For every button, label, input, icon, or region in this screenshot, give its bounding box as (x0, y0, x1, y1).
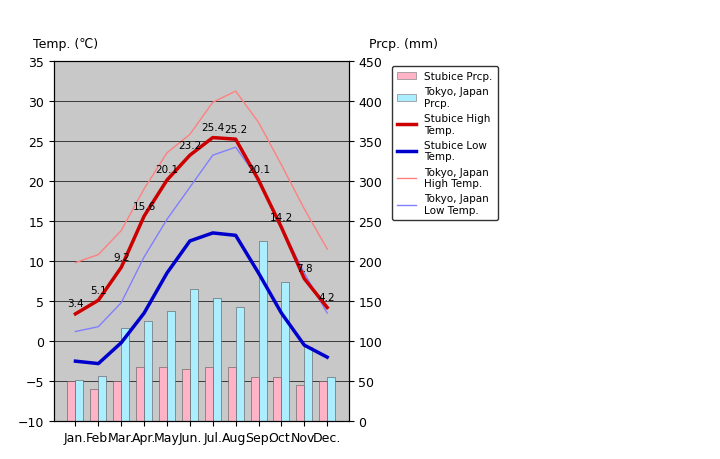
Bar (319, 381, 327, 421)
Bar (228, 367, 235, 421)
Bar (282, 282, 289, 421)
Text: 3.4: 3.4 (67, 299, 84, 308)
Bar (90, 389, 99, 421)
Bar (297, 386, 305, 421)
Bar (99, 376, 107, 421)
Bar (204, 367, 213, 421)
Bar (167, 312, 175, 421)
Bar (274, 377, 282, 421)
Bar (327, 377, 336, 421)
Text: 9.2: 9.2 (113, 252, 130, 262)
Text: 15.6: 15.6 (132, 201, 156, 211)
Bar (113, 381, 121, 421)
Bar (136, 367, 144, 421)
Legend: Stubice Prcp., Tokyo, Japan
Prcp., Stubice High
Temp., Stubice Low
Temp., Tokyo,: Stubice Prcp., Tokyo, Japan Prcp., Stubi… (392, 67, 498, 221)
Bar (258, 241, 266, 421)
Text: 20.1: 20.1 (247, 165, 270, 175)
Text: 25.2: 25.2 (224, 124, 247, 134)
Bar (76, 380, 84, 421)
Text: 25.4: 25.4 (201, 123, 225, 133)
Text: 4.2: 4.2 (319, 292, 336, 302)
Bar (68, 381, 76, 421)
Bar (235, 307, 243, 421)
Text: Temp. (℃): Temp. (℃) (33, 38, 99, 50)
Bar (190, 290, 198, 421)
Bar (305, 347, 312, 421)
Text: 23.2: 23.2 (179, 140, 202, 150)
Bar (121, 328, 129, 421)
Bar (251, 377, 258, 421)
Text: Prcp. (mm): Prcp. (mm) (369, 38, 438, 50)
Bar (213, 298, 221, 421)
Text: 7.8: 7.8 (296, 263, 312, 274)
Text: 14.2: 14.2 (270, 213, 293, 222)
Bar (182, 369, 190, 421)
Text: 20.1: 20.1 (156, 165, 179, 175)
Bar (159, 367, 167, 421)
Bar (144, 321, 152, 421)
Text: 5.1: 5.1 (90, 285, 107, 295)
